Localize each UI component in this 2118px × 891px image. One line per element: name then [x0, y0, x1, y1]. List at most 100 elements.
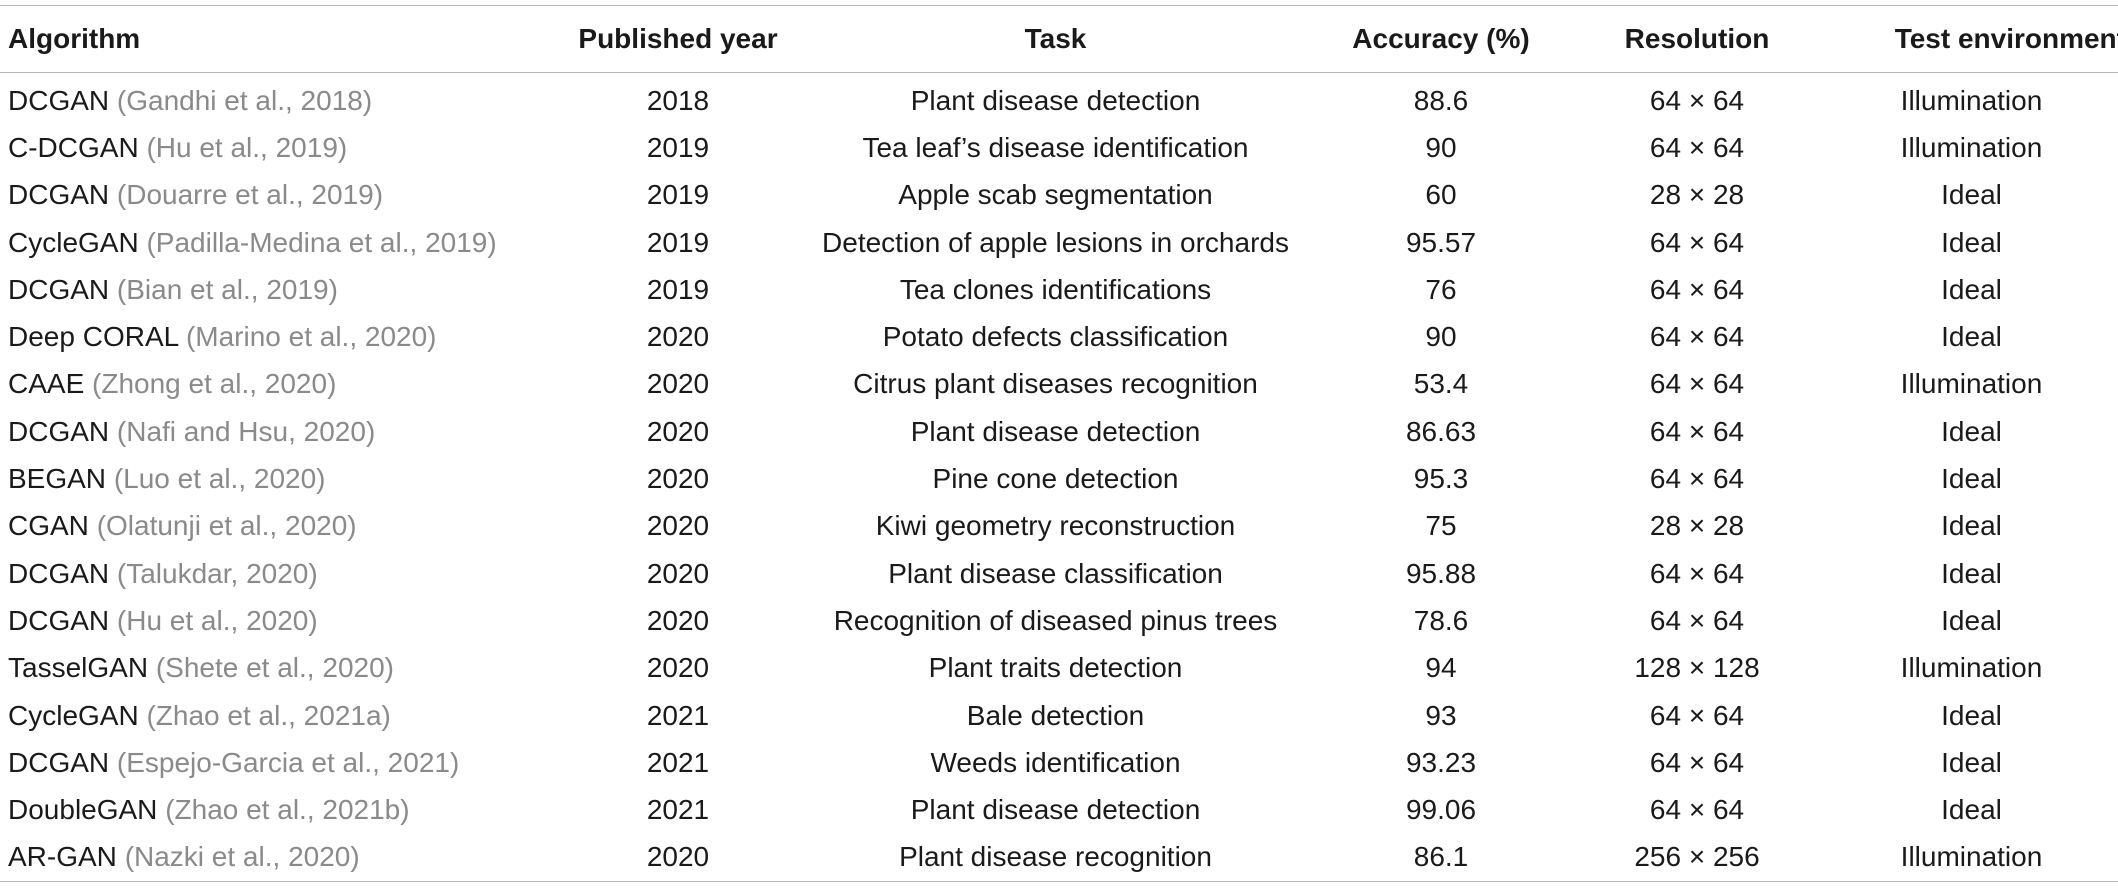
cell-task: Apple scab segmentation	[898, 179, 1213, 211]
cell-task: Plant disease classification	[888, 557, 1223, 589]
table-row: DCGAN (Espejo-Garcia et al., 2021) 2021 We…	[0, 739, 2118, 786]
citation-link[interactable]: (Nafi and Hsu, 2020)	[116, 415, 376, 447]
table-row: AR-GAN (Nazki et al., 2020) 2020 Plant dis…	[0, 834, 2118, 882]
table-row: CycleGAN (Padilla-Medina et al., 2019) 20…	[0, 219, 2118, 266]
cell-algorithm: TasselGAN (Shete et al., 2020)	[0, 645, 544, 692]
citation-link[interactable]: (Talukdar, 2020)	[116, 557, 318, 589]
cell-accuracy: 75	[1425, 510, 1457, 542]
comparison-table: Algorithm Published year Task Accuracy (…	[0, 5, 2118, 882]
cell-published-year: 2020	[646, 510, 710, 542]
citation-link[interactable]: (Zhong et al., 2020)	[92, 368, 337, 400]
cell-algorithm: CycleGAN (Padilla-Medina et al., 2019)	[0, 219, 544, 266]
cell-accuracy: 93	[1425, 699, 1457, 731]
cell-algorithm: CAAE (Zhong et al., 2020)	[0, 361, 544, 408]
cell-accuracy: 95.88	[1405, 557, 1477, 589]
table-row: TasselGAN (Shete et al., 2020) 2020 Plant …	[0, 645, 2118, 692]
header-published-year: Published year	[578, 23, 778, 54]
cell-algorithm: Deep CORAL (Marino et al., 2020)	[0, 313, 544, 360]
cell-test-environment: Ideal	[1941, 179, 2002, 211]
cell-published-year: 2020	[646, 604, 710, 636]
cell-resolution: 64 × 64	[1649, 794, 1745, 826]
algorithm-name: DCGAN	[8, 604, 110, 636]
citation-link[interactable]: (Zhao et al., 2021a)	[146, 699, 391, 731]
cell-test-environment: Illumination	[1900, 368, 2043, 400]
cell-resolution: 64 × 64	[1649, 321, 1745, 353]
cell-algorithm: CGAN (Olatunji et al., 2020)	[0, 503, 544, 550]
algorithm-name: DCGAN	[8, 746, 110, 778]
cell-algorithm: BEGAN (Luo et al., 2020)	[0, 455, 544, 502]
cell-resolution: 64 × 64	[1649, 463, 1745, 495]
cell-accuracy: 93.23	[1405, 746, 1477, 778]
cell-resolution: 256 × 256	[1634, 841, 1760, 873]
table-row: CAAE (Zhong et al., 2020) 2020 Citrus plan…	[0, 361, 2118, 408]
algorithm-name: CycleGAN	[8, 226, 139, 258]
cell-published-year: 2020	[646, 652, 710, 684]
citation-link[interactable]: (Luo et al., 2020)	[113, 463, 326, 495]
cell-accuracy: 90	[1425, 321, 1457, 353]
citation-link[interactable]: (Nazki et al., 2020)	[124, 841, 360, 873]
cell-resolution: 64 × 64	[1649, 226, 1745, 258]
table-row: CGAN (Olatunji et al., 2020) 2020 Kiwi geo…	[0, 503, 2118, 550]
cell-accuracy: 90	[1425, 131, 1457, 163]
cell-algorithm: DCGAN (Espejo-Garcia et al., 2021)	[0, 739, 544, 786]
cell-accuracy: 95.57	[1405, 226, 1477, 258]
table-header: Algorithm Published year Task Accuracy (…	[0, 5, 2118, 73]
cell-accuracy: 60	[1425, 179, 1457, 211]
cell-task: Weeds identification	[930, 746, 1181, 778]
cell-algorithm: DCGAN (Bian et al., 2019)	[0, 266, 544, 313]
table-row: DCGAN (Talukdar, 2020) 2020 Plant disease …	[0, 550, 2118, 597]
cell-published-year: 2020	[646, 841, 710, 873]
cell-task: Plant disease detection	[910, 415, 1201, 447]
cell-published-year: 2018	[646, 84, 710, 116]
citation-link[interactable]: (Padilla-Medina et al., 2019)	[146, 226, 497, 258]
citation-link[interactable]: (Zhao et al., 2021b)	[165, 794, 410, 826]
table-row: DCGAN (Hu et al., 2020) 2020 Recognition o…	[0, 597, 2118, 644]
cell-published-year: 2019	[646, 131, 710, 163]
algorithm-name: TasselGAN	[8, 652, 149, 684]
header-accuracy: Accuracy (%)	[1352, 23, 1530, 54]
cell-algorithm: DCGAN (Hu et al., 2020)	[0, 597, 544, 644]
cell-test-environment: Ideal	[1941, 699, 2002, 731]
cell-published-year: 2020	[646, 368, 710, 400]
cell-test-environment: Ideal	[1941, 463, 2002, 495]
cell-algorithm: DCGAN (Talukdar, 2020)	[0, 550, 544, 597]
algorithm-name: DoubleGAN	[8, 794, 158, 826]
cell-resolution: 28 × 28	[1649, 179, 1745, 211]
header-test-environment: Test environment	[1894, 23, 2118, 54]
citation-link[interactable]: (Gandhi et al., 2018)	[116, 84, 373, 116]
cell-algorithm: DCGAN (Gandhi et al., 2018)	[0, 73, 544, 125]
citation-link[interactable]: (Hu et al., 2020)	[116, 604, 318, 636]
cell-accuracy: 53.4	[1413, 368, 1469, 400]
cell-published-year: 2019	[646, 226, 710, 258]
citation-link[interactable]: (Olatunji et al., 2020)	[96, 510, 357, 542]
cell-resolution: 64 × 64	[1649, 415, 1745, 447]
cell-algorithm: AR-GAN (Nazki et al., 2020)	[0, 834, 544, 882]
cell-resolution: 64 × 64	[1649, 131, 1745, 163]
cell-test-environment: Illumination	[1900, 841, 2043, 873]
cell-published-year: 2019	[646, 273, 710, 305]
citation-link[interactable]: (Espejo-Garcia et al., 2021)	[116, 746, 460, 778]
cell-published-year: 2021	[646, 699, 710, 731]
citation-link[interactable]: (Hu et al., 2019)	[146, 131, 348, 163]
algorithm-name: CycleGAN	[8, 699, 139, 731]
cell-algorithm: DCGAN (Douarre et al., 2019)	[0, 172, 544, 219]
cell-task: Tea clones identifications	[899, 273, 1212, 305]
citation-link[interactable]: (Douarre et al., 2019)	[116, 179, 384, 211]
cell-accuracy: 99.06	[1405, 794, 1477, 826]
cell-task: Tea leaf’s disease identification	[862, 131, 1249, 163]
table-row: DCGAN (Bian et al., 2019) 2019 Tea clones …	[0, 266, 2118, 313]
cell-accuracy: 86.63	[1405, 415, 1477, 447]
cell-test-environment: Ideal	[1941, 510, 2002, 542]
cell-test-environment: Ideal	[1941, 321, 2002, 353]
table-row: DCGAN (Gandhi et al., 2018) 2018 Plant dis…	[0, 73, 2118, 125]
cell-test-environment: Ideal	[1941, 273, 2002, 305]
cell-algorithm: DoubleGAN (Zhao et al., 2021b)	[0, 786, 544, 833]
citation-link[interactable]: (Shete et al., 2020)	[155, 652, 394, 684]
citation-link[interactable]: (Marino et al., 2020)	[185, 321, 437, 353]
cell-task: Kiwi geometry reconstruction	[875, 510, 1236, 542]
table-row: DCGAN (Nafi and Hsu, 2020) 2020 Plant dise…	[0, 408, 2118, 455]
cell-resolution: 64 × 64	[1649, 84, 1745, 116]
citation-link[interactable]: (Bian et al., 2019)	[116, 273, 338, 305]
algorithm-name: DCGAN	[8, 415, 110, 447]
